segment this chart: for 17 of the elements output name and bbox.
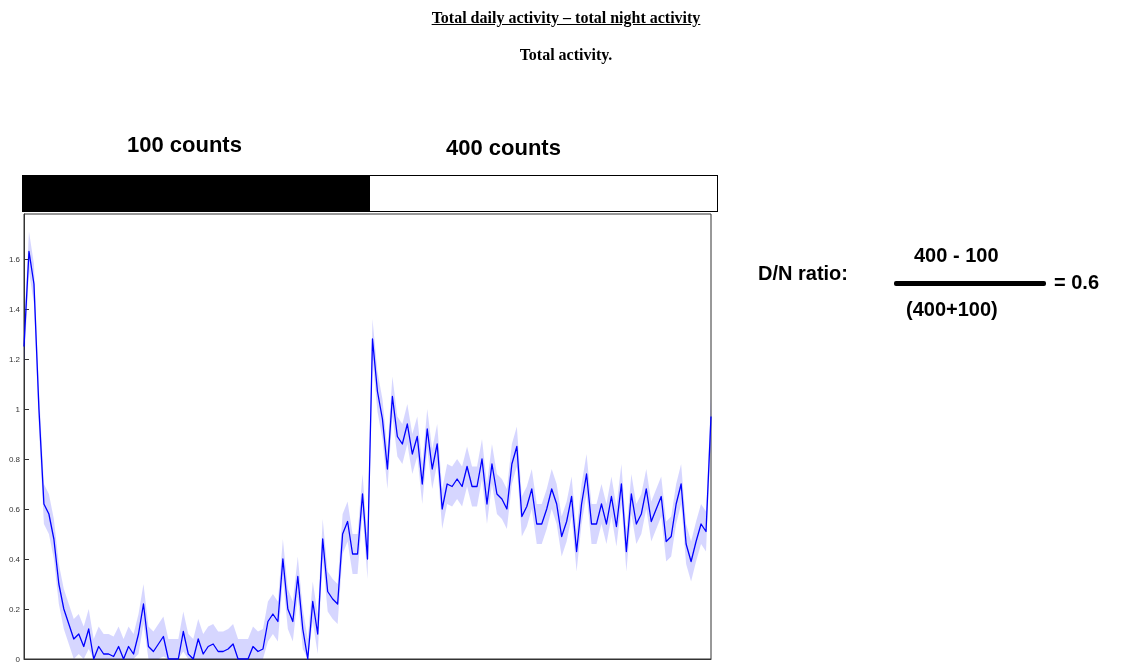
text: 100 counts [127, 132, 242, 158]
text: = 0.6 [1054, 271, 1100, 294]
text: 400 counts [446, 135, 561, 161]
y-tick-label: 0.6 [8, 504, 21, 514]
text: D/N ratio: [758, 262, 848, 285]
y-tick-label: 1.6 [8, 254, 21, 264]
y-tick-label: 1 [15, 404, 21, 414]
y-tick-label: 1.4 [8, 304, 21, 314]
text: 400 - 100 [914, 244, 999, 267]
y-tick-label: 1.2 [8, 354, 21, 364]
chart-title: Total daily activity – total night activity [431, 9, 701, 27]
chart-subtitle: Total activity. [519, 46, 613, 64]
y-tick-label: 0 [15, 654, 21, 664]
y-tick-label: 0.8 [8, 454, 21, 464]
y-tick-label: 0.2 [8, 604, 21, 614]
y-tick-label: 0.4 [8, 554, 21, 564]
text: (400+100) [906, 298, 998, 321]
